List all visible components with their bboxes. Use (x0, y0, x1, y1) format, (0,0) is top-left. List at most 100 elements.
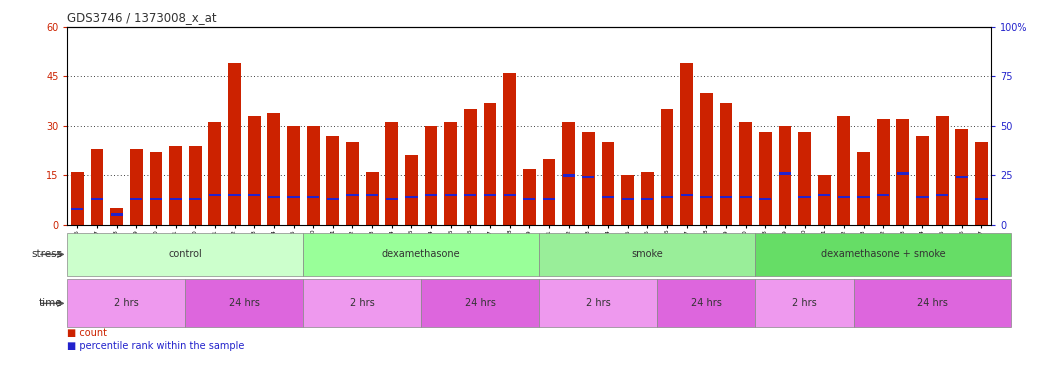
Bar (149, 198, 162, 200)
Bar (385, 122, 399, 225)
Bar (976, 198, 987, 200)
Text: 24 hrs: 24 hrs (917, 298, 948, 308)
Text: 2 hrs: 2 hrs (114, 298, 139, 308)
Bar (130, 149, 142, 225)
Text: stress: stress (31, 249, 62, 260)
Bar (582, 132, 595, 225)
Bar (421, 280, 539, 327)
Bar (189, 146, 201, 225)
Bar (798, 132, 811, 225)
Bar (641, 198, 653, 200)
Bar (72, 207, 83, 210)
Bar (778, 172, 791, 175)
Bar (67, 280, 186, 327)
Bar (386, 198, 398, 200)
Bar (543, 198, 555, 200)
Text: 2 hrs: 2 hrs (792, 298, 817, 308)
Bar (539, 280, 657, 327)
Bar (307, 195, 320, 198)
Bar (602, 142, 614, 225)
Bar (444, 122, 457, 225)
Bar (739, 195, 752, 198)
Text: 24 hrs: 24 hrs (465, 298, 496, 308)
Bar (756, 280, 853, 327)
Text: control: control (168, 249, 202, 260)
Text: time: time (38, 298, 62, 308)
Bar (248, 116, 261, 225)
Bar (268, 195, 280, 198)
Bar (838, 195, 850, 198)
Bar (818, 194, 830, 196)
Bar (307, 126, 320, 225)
Bar (798, 195, 811, 198)
Bar (897, 172, 909, 175)
Text: dexamethasone + smoke: dexamethasone + smoke (821, 249, 946, 260)
Bar (444, 194, 457, 196)
Bar (523, 198, 536, 200)
Bar (853, 280, 1011, 327)
Bar (406, 195, 417, 198)
Bar (169, 198, 182, 200)
Bar (169, 146, 182, 225)
Bar (622, 175, 634, 225)
Bar (582, 176, 595, 179)
Bar (897, 119, 909, 225)
Bar (818, 175, 830, 225)
Bar (563, 174, 575, 177)
Bar (110, 208, 122, 225)
Text: ■ count: ■ count (67, 328, 108, 338)
Bar (67, 233, 303, 276)
Bar (405, 156, 418, 225)
Bar (657, 280, 756, 327)
Bar (661, 195, 673, 198)
Text: 2 hrs: 2 hrs (350, 298, 375, 308)
Bar (739, 122, 752, 225)
Bar (720, 195, 732, 198)
Bar (543, 159, 555, 225)
Bar (228, 194, 241, 196)
Bar (701, 195, 712, 198)
Bar (759, 132, 771, 225)
Bar (719, 103, 733, 225)
Bar (680, 63, 693, 225)
Bar (130, 198, 142, 200)
Bar (778, 126, 791, 225)
Bar (186, 280, 303, 327)
Bar (917, 136, 929, 225)
Text: smoke: smoke (631, 249, 663, 260)
Bar (877, 119, 890, 225)
Text: 24 hrs: 24 hrs (229, 298, 260, 308)
Bar (700, 93, 713, 225)
Bar (326, 136, 339, 225)
Text: 24 hrs: 24 hrs (691, 298, 721, 308)
Text: GDS3746 / 1373008_x_at: GDS3746 / 1373008_x_at (67, 11, 217, 24)
Bar (936, 116, 949, 225)
Bar (71, 172, 84, 225)
Bar (503, 194, 516, 196)
Bar (425, 194, 437, 196)
Text: dexamethasone: dexamethasone (382, 249, 461, 260)
Bar (503, 73, 516, 225)
Bar (622, 198, 634, 200)
Bar (464, 109, 476, 225)
Bar (209, 122, 221, 225)
Bar (975, 142, 988, 225)
Bar (857, 195, 870, 198)
Bar (640, 172, 654, 225)
Bar (955, 129, 968, 225)
Text: 2 hrs: 2 hrs (585, 298, 610, 308)
Bar (288, 195, 300, 198)
Bar (327, 198, 338, 200)
Bar (681, 194, 692, 196)
Bar (484, 103, 496, 225)
Bar (268, 113, 280, 225)
Text: ■ percentile rank within the sample: ■ percentile rank within the sample (67, 341, 245, 351)
Bar (346, 142, 359, 225)
Bar (877, 194, 890, 196)
Bar (91, 198, 103, 200)
Bar (248, 194, 261, 196)
Bar (149, 152, 162, 225)
Bar (347, 194, 358, 196)
Bar (189, 198, 201, 200)
Bar (464, 194, 476, 196)
